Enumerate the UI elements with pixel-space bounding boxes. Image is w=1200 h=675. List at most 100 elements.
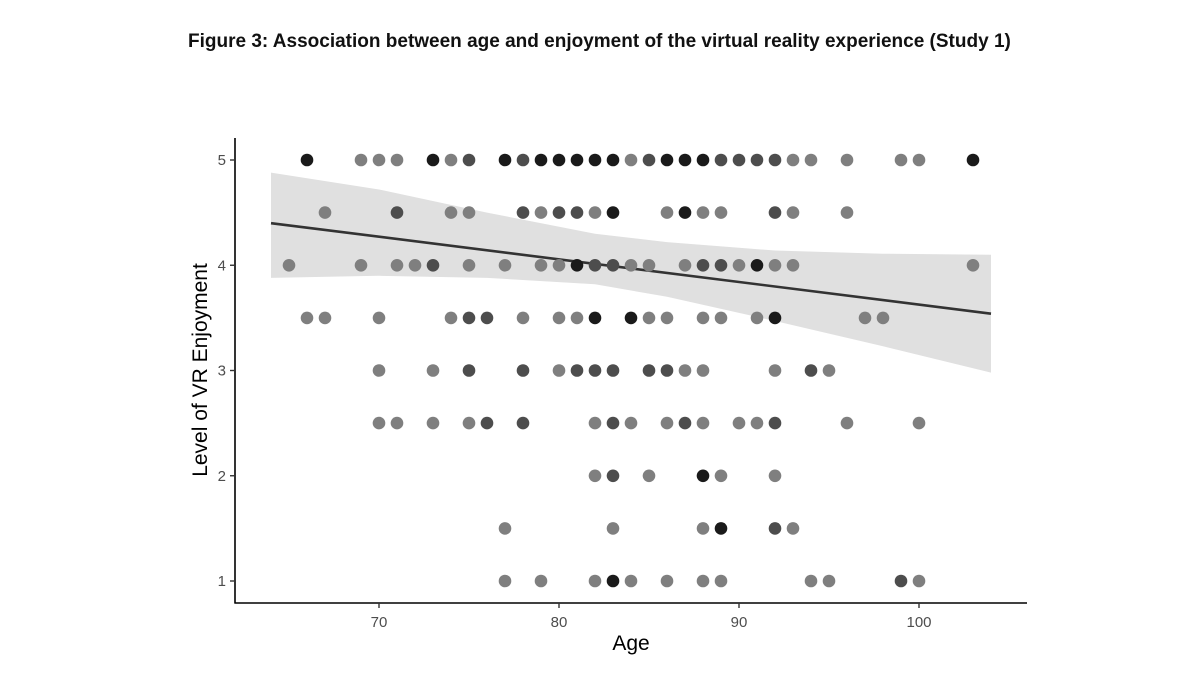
- x-axis-title: Age: [612, 632, 649, 655]
- data-point: [786, 259, 800, 272]
- data-point: [426, 416, 440, 430]
- data-point: [282, 259, 296, 272]
- data-point: [642, 311, 656, 325]
- data-point: [624, 153, 638, 167]
- figure-title: Figure 3: Association between age and en…: [188, 31, 1011, 52]
- data-point: [696, 522, 710, 535]
- data-point: [768, 469, 782, 483]
- data-point: [588, 206, 602, 219]
- data-point: [372, 153, 386, 167]
- data-point: [786, 206, 800, 219]
- data-point: [606, 206, 620, 219]
- data-point: [714, 522, 728, 535]
- data-point: [714, 153, 728, 167]
- data-point: [462, 364, 476, 377]
- data-point: [696, 259, 710, 272]
- data-point: [660, 574, 674, 588]
- data-point: [516, 206, 530, 219]
- data-point: [768, 206, 782, 219]
- y-axis-title: Level of VR Enjoyment: [189, 263, 212, 477]
- data-point: [624, 574, 638, 588]
- data-point: [588, 153, 602, 167]
- data-point: [372, 416, 386, 430]
- data-point: [462, 311, 476, 325]
- data-point: [444, 153, 458, 167]
- data-point: [696, 206, 710, 219]
- y-tick-label: 4: [218, 257, 226, 274]
- data-point: [678, 206, 692, 219]
- y-tick-label: 1: [218, 573, 226, 590]
- data-point: [570, 206, 584, 219]
- data-point: [606, 259, 620, 272]
- points-layer: [282, 153, 980, 588]
- data-point: [516, 153, 530, 167]
- data-point: [966, 153, 980, 167]
- data-point: [822, 574, 836, 588]
- data-point: [912, 416, 926, 430]
- data-point: [498, 522, 512, 535]
- y-tick-label: 5: [218, 152, 226, 169]
- data-point: [588, 469, 602, 483]
- data-point: [714, 574, 728, 588]
- data-point: [714, 469, 728, 483]
- data-point: [912, 153, 926, 167]
- data-point: [768, 416, 782, 430]
- data-point: [372, 311, 386, 325]
- data-point: [534, 259, 548, 272]
- data-point: [480, 311, 494, 325]
- data-point: [714, 206, 728, 219]
- data-point: [570, 311, 584, 325]
- data-point: [732, 259, 746, 272]
- data-point: [750, 311, 764, 325]
- data-point: [372, 364, 386, 377]
- data-point: [390, 153, 404, 167]
- data-point: [390, 259, 404, 272]
- data-point: [678, 153, 692, 167]
- data-point: [570, 364, 584, 377]
- data-point: [714, 311, 728, 325]
- data-point: [804, 153, 818, 167]
- data-point: [642, 469, 656, 483]
- data-point: [768, 259, 782, 272]
- axes-layer: 70 80 90 100 1 2 3 4 5: [218, 138, 1027, 631]
- data-point: [516, 416, 530, 430]
- data-point: [732, 153, 746, 167]
- data-point: [498, 574, 512, 588]
- data-point: [786, 153, 800, 167]
- data-point: [318, 206, 332, 219]
- data-point: [606, 416, 620, 430]
- data-point: [624, 259, 638, 272]
- data-point: [570, 259, 584, 272]
- data-point: [804, 364, 818, 377]
- data-point: [534, 574, 548, 588]
- data-point: [714, 259, 728, 272]
- data-point: [894, 153, 908, 167]
- data-point: [678, 364, 692, 377]
- data-point: [390, 416, 404, 430]
- data-point: [840, 153, 854, 167]
- data-point: [660, 206, 674, 219]
- data-point: [588, 416, 602, 430]
- data-point: [660, 364, 674, 377]
- data-point: [768, 522, 782, 535]
- data-point: [750, 153, 764, 167]
- data-point: [462, 206, 476, 219]
- data-point: [426, 259, 440, 272]
- data-point: [462, 259, 476, 272]
- data-point: [606, 522, 620, 535]
- data-point: [642, 259, 656, 272]
- data-point: [660, 416, 674, 430]
- confidence-band: [271, 172, 991, 373]
- data-point: [444, 311, 458, 325]
- data-point: [696, 574, 710, 588]
- data-point: [354, 153, 368, 167]
- data-point: [606, 574, 620, 588]
- data-point: [534, 206, 548, 219]
- data-point: [768, 364, 782, 377]
- x-tick-label: 90: [731, 614, 748, 631]
- data-point: [588, 364, 602, 377]
- data-point: [858, 311, 872, 325]
- data-point: [696, 469, 710, 483]
- data-point: [390, 206, 404, 219]
